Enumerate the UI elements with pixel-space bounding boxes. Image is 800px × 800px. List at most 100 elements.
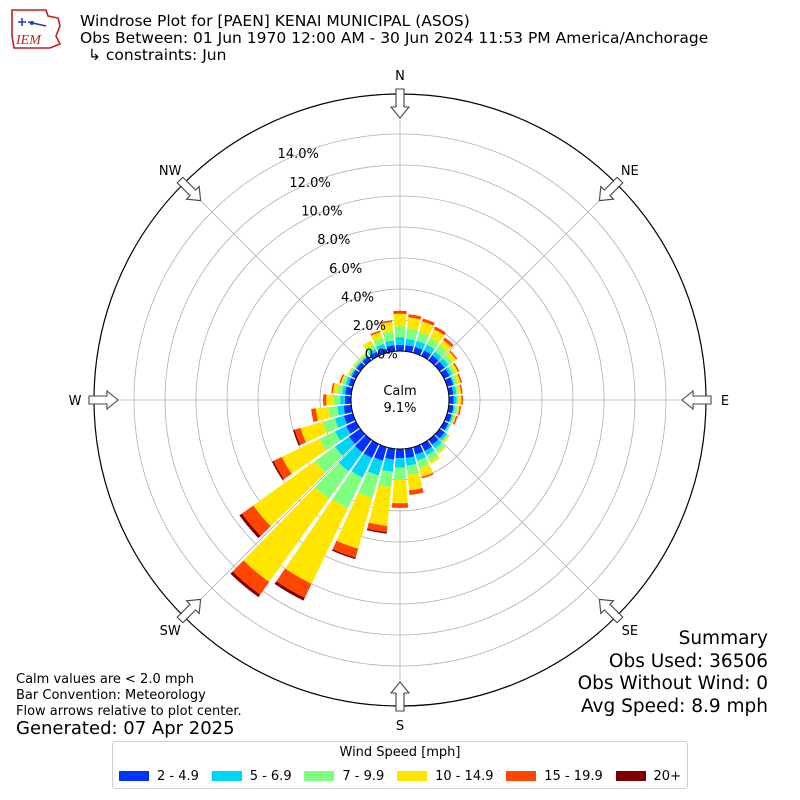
windrose-bar-segment <box>382 457 395 472</box>
windrose-bar-segment <box>419 321 434 336</box>
windrose-bar-segment <box>395 337 405 345</box>
flow-arrows-note: Flow arrows relative to plot center. <box>16 704 242 719</box>
windrose-bar-segment <box>362 356 372 365</box>
windrose-bar-segment <box>342 375 349 385</box>
compass-label-se: SE <box>622 624 638 639</box>
windrose-bar-segment <box>456 395 459 405</box>
windrose-bar-segment <box>421 472 434 479</box>
legend-swatch <box>615 771 646 781</box>
windrose-bar-segment <box>368 485 392 526</box>
compass-label-nw: NW <box>159 164 182 179</box>
compass-label-n: N <box>395 69 405 84</box>
windrose-bar-segment <box>435 361 445 372</box>
windrose-bar-segment <box>457 405 462 416</box>
windrose-bar-segment <box>239 513 261 539</box>
windrose-bar-segment <box>315 407 330 421</box>
windrose-bar-segment <box>331 382 335 394</box>
windrose-bar-segment <box>451 375 458 385</box>
legend-swatch <box>397 771 428 781</box>
windrose-bar-segment <box>351 453 373 478</box>
windrose-bar-segment <box>407 473 423 491</box>
windrose-bar-segment <box>451 385 457 395</box>
windrose-bar-segment <box>314 462 349 499</box>
grid-spoke <box>183 434 366 617</box>
windrose-bar-segment <box>348 428 365 444</box>
windrose-bar-segment <box>428 355 439 365</box>
flow-arrow <box>598 176 624 202</box>
chart-constraints: ↳ constraints: Jun <box>88 46 227 64</box>
legend-label: 10 - 14.9 <box>435 768 494 784</box>
windrose-bar-segment <box>454 374 461 384</box>
windrose-bar-segment <box>392 479 408 504</box>
windrose-bar-segment <box>444 423 450 432</box>
windrose-bar-segment <box>369 351 379 360</box>
windrose-bar-segment <box>366 528 387 534</box>
flow-arrow <box>681 389 712 411</box>
windrose-bar-segment <box>232 560 270 595</box>
windrose-bar-segment <box>394 467 406 480</box>
windrose-bar-segment <box>394 326 406 338</box>
radial-tick-label: 12.0% <box>289 176 330 191</box>
windrose-bar-segment <box>362 340 374 350</box>
calm-label: Calm <box>383 384 416 399</box>
bar-convention-note: Bar Convention: Meteorology <box>16 688 206 703</box>
legend-item: 2 - 4.9 <box>119 767 199 785</box>
windrose-bar-segment <box>385 340 395 347</box>
legend-item: 5 - 6.9 <box>211 767 292 785</box>
windrose-bar-segment <box>393 313 407 327</box>
windrose-bar-segment <box>382 331 395 343</box>
windrose-bar-segment <box>350 368 356 377</box>
radial-tick-label: 0.0% <box>365 348 398 363</box>
windrose-bar-segment <box>351 369 360 379</box>
windrose-bar-segment <box>344 395 352 405</box>
windrose-bar-segment <box>450 363 459 374</box>
windrose-bar-segment <box>253 461 325 527</box>
windrose-bar-segment <box>273 456 292 480</box>
windrose-bar-segment <box>335 436 355 456</box>
legend-label: 7 - 9.9 <box>342 768 385 784</box>
windrose-bar-segment <box>458 395 462 405</box>
windrose-bar-segment <box>300 421 328 443</box>
windrose-bar-segment <box>363 440 379 459</box>
compass-label-s: S <box>396 719 404 734</box>
windrose-bar-segment <box>356 362 365 372</box>
windrose-bar-segment <box>352 359 360 367</box>
windrose-bar-segment <box>442 434 450 443</box>
windrose-bar-segment <box>453 395 457 405</box>
windrose-bar-segment <box>445 367 453 377</box>
compass-labels: N NE E SE S SW W NW <box>69 69 730 734</box>
legend-swatch <box>119 771 149 781</box>
windrose-bar-segment <box>367 522 388 533</box>
windrose-bar-segment <box>365 344 376 354</box>
legend-title: Wind Speed [mph] <box>339 745 461 760</box>
windrose-bar-segment <box>393 310 407 315</box>
flow-arrow <box>389 681 411 712</box>
windrose-bar-segment <box>446 351 457 363</box>
windrose-bar-segment <box>353 360 361 368</box>
windrose-bar-segment <box>414 340 426 350</box>
calm-circle <box>350 350 450 450</box>
radial-tick-label: 2.0% <box>353 319 386 334</box>
windrose-bar-segment <box>332 383 340 394</box>
windrose-bar-segment <box>424 446 435 456</box>
windrose-bar-segment <box>323 394 327 406</box>
windrose-bar-segment <box>432 351 442 361</box>
windrose-bar-segment <box>404 345 414 353</box>
windrose-bar-segment <box>373 337 385 347</box>
windrose-bar-segment <box>450 376 455 386</box>
windrose-bar-segment <box>434 326 446 336</box>
chart-date-range: Obs Between: 01 Jun 1970 12:00 AM - 30 J… <box>80 29 709 47</box>
flow-arrow <box>176 598 202 624</box>
windrose-bar-segment <box>337 405 346 416</box>
windrose-bar-segment <box>413 444 424 455</box>
windrose-bar-segment <box>441 434 449 442</box>
flow-arrow <box>598 598 624 624</box>
legend-label: 2 - 4.9 <box>157 768 199 784</box>
radial-tick-label: 10.0% <box>301 205 342 220</box>
windrose-bar-segment <box>453 405 459 415</box>
windrose-bar-segment <box>326 394 335 406</box>
windrose-bar-segment <box>454 385 459 395</box>
windrose-bar-segment <box>451 405 455 414</box>
windrose-bar-segment <box>439 340 452 352</box>
windrose-bar-segment <box>281 438 327 474</box>
